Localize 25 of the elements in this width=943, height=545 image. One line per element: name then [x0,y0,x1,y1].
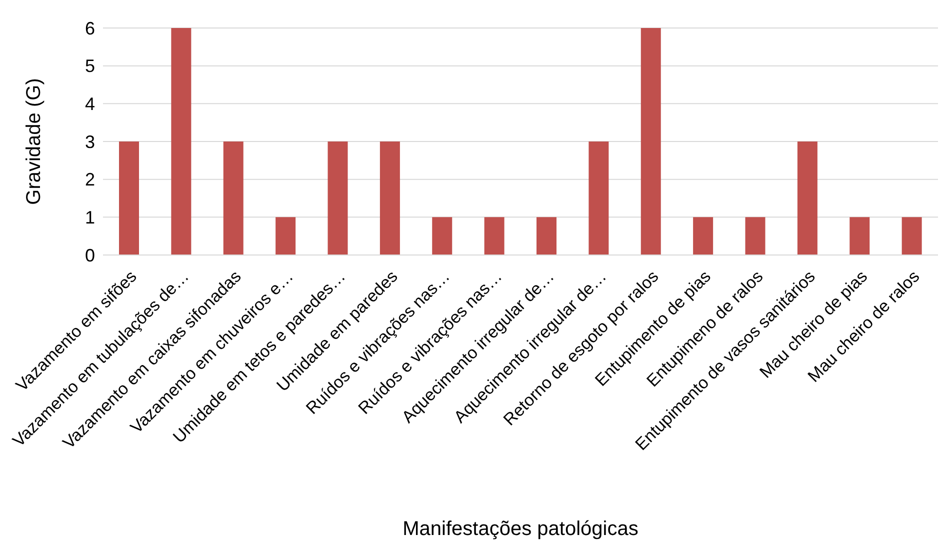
x-axis-title: Manifestações patológicas [402,518,638,540]
bar [276,217,296,255]
y-tick-label: 6 [84,18,95,38]
bar [484,217,504,255]
bar [223,142,244,255]
y-tick-label: 5 [84,56,95,76]
y-tick-label: 4 [84,94,95,114]
y-tick-label: 2 [84,170,95,190]
y-axis-title: Gravidade (G) [23,78,46,205]
bar [328,142,348,255]
bar [119,142,139,255]
bar [693,217,714,255]
bar [902,217,922,255]
y-tick-label: 1 [84,208,95,228]
bar [380,142,400,255]
y-tick-label: 0 [84,245,95,266]
bar [745,217,766,255]
bar [797,142,818,255]
bar [432,217,452,255]
bar [588,142,609,255]
y-tick-label: 3 [84,132,95,152]
bar [640,28,661,255]
bar [536,217,556,255]
bar [171,28,192,255]
bar [850,217,870,255]
